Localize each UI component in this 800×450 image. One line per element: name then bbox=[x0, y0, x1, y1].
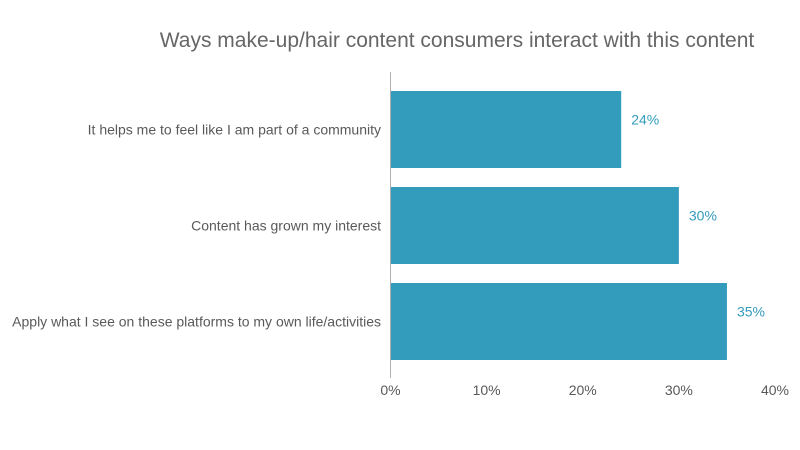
x-tick-label-30: 30% bbox=[665, 382, 693, 398]
category-label-2: Content has grown my interest bbox=[191, 218, 381, 234]
chart-title: Ways make-up/hair content consumers inte… bbox=[160, 29, 755, 52]
category-label-1: It helps me to feel like I am part of a … bbox=[88, 122, 381, 138]
bar-1 bbox=[390, 91, 622, 168]
x-tick-label-20: 20% bbox=[569, 382, 597, 398]
data-labels: 24% 30% 35% bbox=[631, 112, 765, 320]
x-tick-label-40: 40% bbox=[761, 382, 789, 398]
category-label-3: Apply what I see on these platforms to m… bbox=[12, 314, 381, 330]
bar-3 bbox=[390, 283, 727, 360]
x-tick-label-10: 10% bbox=[473, 382, 501, 398]
data-label-3: 35% bbox=[737, 304, 765, 320]
bar-2 bbox=[390, 187, 679, 264]
x-axis-ticks: 0% 10% 20% 30% 40% bbox=[380, 382, 789, 398]
category-labels: It helps me to feel like I am part of a … bbox=[12, 122, 381, 330]
data-label-2: 30% bbox=[689, 208, 717, 224]
x-tick-label-0: 0% bbox=[380, 382, 400, 398]
data-label-1: 24% bbox=[631, 112, 659, 128]
bars-group bbox=[390, 91, 727, 360]
